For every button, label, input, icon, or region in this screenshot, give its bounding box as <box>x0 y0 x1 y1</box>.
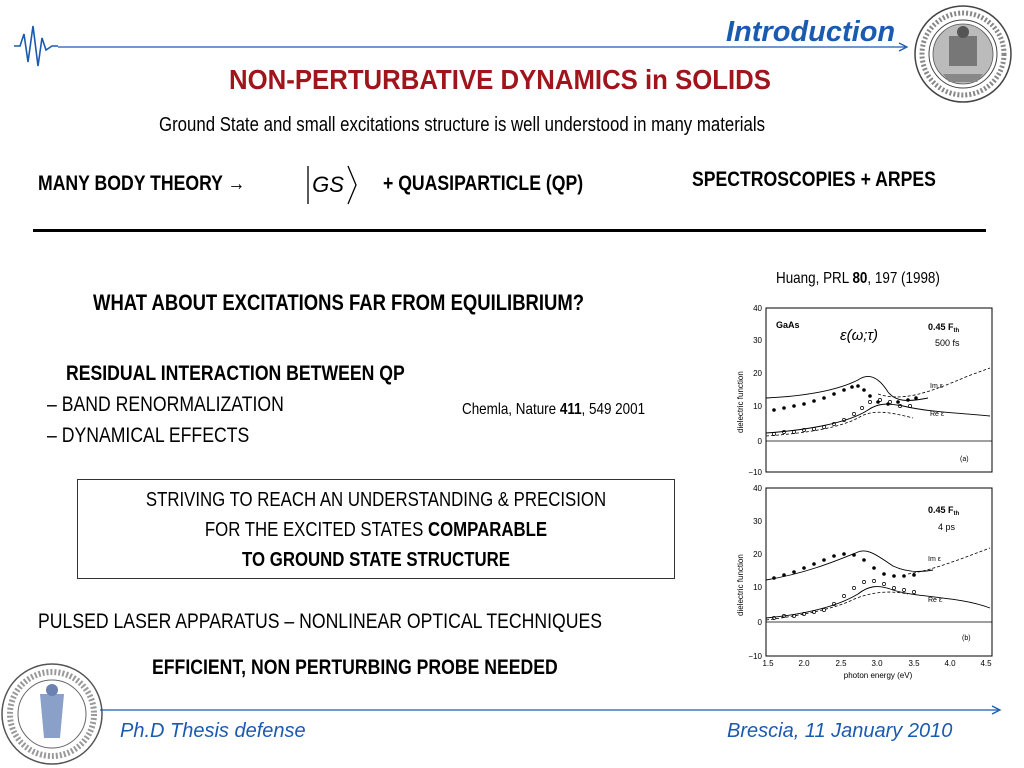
header-title: Introduction <box>726 16 896 48</box>
goal-line-1: STRIVING TO REACH AN UNDERSTANDING & PRE… <box>145 489 607 511</box>
x-tick: 4.0 <box>944 659 956 668</box>
panel-a-re-label: Re ε <box>930 411 944 418</box>
goal-line-3: TO GROUND STATE STRUCTURE <box>242 549 510 571</box>
panel-a-fluence: 0.45 Fth <box>928 322 960 334</box>
x-axis-label: photon energy (eV) <box>844 671 913 680</box>
panel-b-im-label: Im ε <box>928 556 941 563</box>
panel-a-ylabel: dielectric function <box>736 371 745 433</box>
many-body-theory-row: MANY BODY THEORY → <box>38 172 285 196</box>
x-tick: 1.5 <box>762 659 774 668</box>
panel-a-im-theory <box>765 376 929 401</box>
citation-chemla: Chemla, Nature 411, 549 2001 <box>462 401 646 418</box>
header-decoration <box>14 25 909 67</box>
formula: ε(ω;τ) <box>840 327 878 344</box>
goal-line-2: FOR THE EXCITED STATES COMPARABLE <box>204 519 548 541</box>
panel-a-ytick: 20 <box>753 369 762 378</box>
x-tick: 2.5 <box>835 659 847 668</box>
panel-b-ytick: 10 <box>753 583 762 592</box>
panel-b-im-points <box>772 552 916 580</box>
panel-b-ytick: 0 <box>758 618 763 627</box>
panel-b-im-theory <box>765 550 934 581</box>
panel-a-re-points <box>772 398 912 436</box>
panel-a-material: GaAs <box>776 320 800 330</box>
slide-title: NON-PERTURBATIVE DYNAMICS in SOLIDS <box>229 64 771 95</box>
residual-item-band: – BAND RENORMALIZATION <box>47 393 284 416</box>
panel-a-ytick: 10 <box>753 402 762 411</box>
x-tick: 4.5 <box>980 659 992 668</box>
physics-school-seal-logo <box>1 663 103 765</box>
panel-a-ytick: 40 <box>753 304 762 313</box>
panel-b-delay: 4 ps <box>938 522 956 532</box>
citation-huang: Huang, PRL 80, 197 (1998) <box>776 270 940 287</box>
panel-b-re-theory <box>765 586 991 619</box>
panel-b-im-dashed <box>907 547 991 575</box>
residual-item-dynamical: – DYNAMICAL EFFECTS <box>47 424 250 447</box>
panel-b-re-label: Re ε <box>928 597 942 604</box>
panel-b-ytick: 30 <box>753 517 762 526</box>
panel-b-fluence: 0.45 Fth <box>928 505 960 517</box>
panel-b-ytick: 40 <box>753 484 762 493</box>
panel-a-delay: 500 fs <box>935 338 960 348</box>
panel-a-re-theory <box>765 403 991 434</box>
many-body-theory-label: MANY BODY THEORY → <box>38 172 246 195</box>
panel-a-re-dashed <box>765 411 914 437</box>
header-arrow-icon <box>898 42 909 52</box>
panel-a-label: (a) <box>960 456 969 463</box>
x-tick: 3.5 <box>908 659 920 668</box>
footer-left: Ph.D Thesis defense <box>120 720 306 742</box>
panel-a-im-points <box>772 384 918 412</box>
gs-ket-symbol: GS <box>312 172 344 197</box>
panel-a-frame <box>765 307 993 473</box>
panel-b-frame <box>765 487 993 657</box>
panel-a-ytick: 30 <box>753 336 762 345</box>
panel-b-ytick: 20 <box>753 550 762 559</box>
panel-b-ylabel: dielectric function <box>736 554 745 616</box>
panel-a-im-label: Im ε <box>930 383 943 390</box>
gs-ket: GS <box>307 165 357 205</box>
panel-b-label: (b) <box>962 635 971 642</box>
divider-line <box>33 229 986 232</box>
x-tick: 2.0 <box>798 659 810 668</box>
footer-arrow-icon <box>991 705 1002 715</box>
university-seal-logo <box>914 5 1012 103</box>
panel-b-re-dashed <box>765 591 909 621</box>
slide-subtitle: Ground State and small excitations struc… <box>159 114 766 136</box>
right-arrow-icon: → <box>227 172 246 195</box>
footer-right: Brescia, 11 January 2010 <box>727 720 953 742</box>
goal-box: STRIVING TO REACH AN UNDERSTANDING & PRE… <box>77 479 675 579</box>
x-tick: 3.0 <box>871 659 883 668</box>
panel-a-im-dashed <box>877 367 991 398</box>
footer-line <box>100 705 1002 715</box>
residual-title: RESIDUAL INTERACTION BETWEEN QP <box>66 362 405 385</box>
waveform-icon <box>14 25 58 67</box>
panel-a-ytick: −10 <box>748 468 762 477</box>
panel-b-re-points <box>772 579 916 620</box>
question-heading: WHAT ABOUT EXCITATIONS FAR FROM EQUILIBR… <box>93 290 585 315</box>
panel-a-ytick: 0 <box>758 437 763 446</box>
panel-b-ytick: −10 <box>748 652 762 661</box>
probe-needed-text: EFFICIENT, NON PERTURBING PROBE NEEDED <box>152 656 558 679</box>
spectroscopies-label: SPECTROSCOPIES + ARPES <box>692 168 936 191</box>
quasiparticle-label: + QUASIPARTICLE (QP) <box>383 172 584 195</box>
pulsed-laser-text: PULSED LASER APPARATUS – NONLINEAR OPTIC… <box>38 610 602 633</box>
dielectric-figure: 40 30 20 10 0 −10 40 30 20 10 0 −10 diel… <box>736 304 993 680</box>
